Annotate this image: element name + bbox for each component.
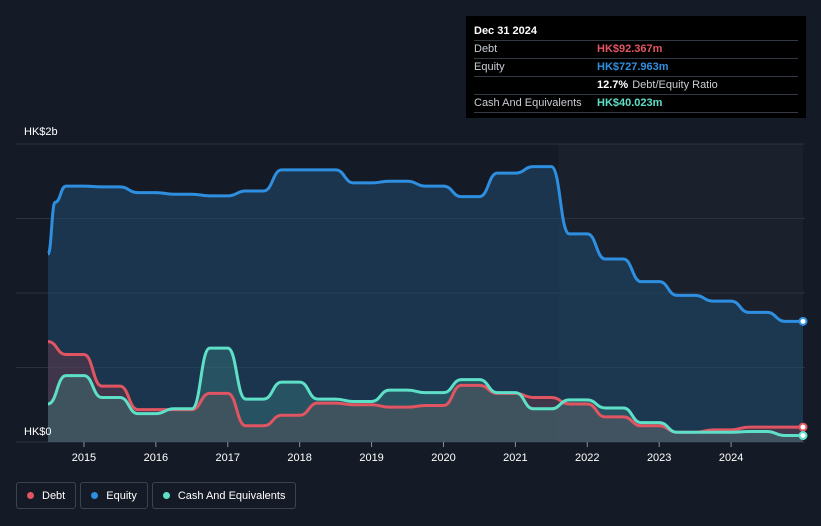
x-axis-ticks: 2015 2016 2017 2018 2019 2020 2021 2022 2023 2024	[72, 442, 743, 464]
tooltip-row-ratio: 12.7% Debt/Equity Ratio	[474, 77, 798, 95]
tooltip-equity-label: Equity	[474, 61, 505, 73]
x-tick-label: 2021	[503, 452, 527, 464]
cash-dot-icon	[162, 492, 170, 499]
legend-cash-label: Cash And Equivalents	[177, 489, 286, 502]
legend-debt-label: Debt	[42, 489, 66, 502]
y-axis-bottom-label: HK$0	[24, 426, 52, 438]
tooltip-date: Dec 31 2024	[474, 22, 798, 41]
debt-end-marker	[798, 422, 808, 432]
chart-legend: Debt Equity Cash And Equivalents	[16, 482, 297, 509]
x-tick-label: 2020	[431, 452, 455, 464]
tooltip-row-cash: Cash And Equivalents HK$40.023m	[474, 95, 798, 113]
x-tick-label: 2016	[144, 452, 168, 464]
cash-and-equivalents-end-marker	[798, 431, 808, 441]
equity-end-marker	[798, 316, 808, 326]
tooltip-ratio-value: 12.7%	[597, 79, 629, 91]
y-axis-top-label: HK$2b	[24, 126, 58, 138]
tooltip-panel: Dec 31 2024 Debt HK$92.367m Equity HK$72…	[466, 16, 806, 118]
tooltip-cash-label: Cash And Equivalents	[474, 97, 582, 109]
x-tick-label: 2024	[719, 452, 743, 464]
x-tick-label: 2015	[72, 452, 96, 464]
legend-item-cash[interactable]: Cash And Equivalents	[151, 482, 297, 509]
series-lines	[46, 165, 803, 438]
tooltip-cash-value: HK$40.023m	[597, 97, 663, 109]
debt-dot-icon	[27, 492, 34, 499]
cash-and-equivalents-area	[48, 348, 803, 442]
equity-line	[46, 165, 803, 323]
tooltip-row-equity: Equity HK$727.963m	[474, 59, 798, 77]
x-tick-label: 2023	[647, 452, 671, 464]
tooltip-row-debt: Debt HK$92.367m	[474, 41, 798, 59]
tooltip-equity-value: HK$727.963m	[597, 61, 669, 73]
end-markers	[798, 316, 808, 441]
equity-dot-icon	[91, 492, 99, 499]
x-tick-label: 2017	[216, 452, 240, 464]
x-tick-label: 2018	[287, 452, 311, 464]
tooltip-debt-label: Debt	[474, 43, 498, 55]
legend-item-equity[interactable]: Equity	[80, 482, 148, 509]
tooltip-ratio-label: Debt/Equity Ratio	[632, 79, 718, 91]
tooltip-debt-value: HK$92.367m	[597, 43, 663, 55]
x-tick-label: 2022	[575, 452, 599, 464]
cash-and-equivalents-line	[47, 346, 803, 438]
legend-item-debt[interactable]: Debt	[16, 482, 77, 509]
legend-equity-label: Equity	[106, 489, 137, 502]
x-tick-label: 2019	[359, 452, 383, 464]
